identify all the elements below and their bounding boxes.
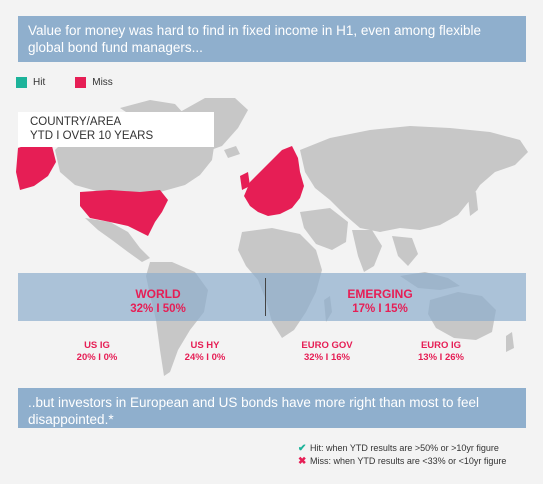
miss-swatch	[75, 77, 87, 88]
iceland	[224, 146, 240, 158]
stat-us-ig-name: US IG	[84, 340, 110, 351]
stat-euro-gov-name: EURO GOV	[301, 340, 353, 351]
stat-us-hy: US HY 24% I 0%	[160, 340, 250, 364]
legend-item-hit: Hit	[16, 77, 45, 88]
check-icon: ✔	[298, 443, 307, 454]
japan	[468, 192, 478, 216]
footnotes: ✔ Hit: when YTD results are >50% or >10y…	[298, 442, 506, 468]
us-region	[80, 190, 168, 236]
map-title-line1: COUNTRY/AREA	[30, 116, 122, 128]
footnote-hit-text: Hit: when YTD results are >50% or >10yr …	[310, 443, 499, 453]
se-asia	[392, 236, 418, 266]
new-zealand	[506, 332, 514, 352]
legend-hit-label: Hit	[33, 77, 46, 88]
header-text: Value for money was hard to find in fixe…	[28, 23, 481, 55]
stat-euro-ig-name: EURO IG	[420, 340, 462, 351]
stat-emerging: EMERGING 17% I 15%	[330, 287, 430, 316]
stat-us-hy-value: 24% I 0%	[184, 352, 226, 363]
stat-euro-ig: EURO IG 13% I 26%	[396, 340, 486, 364]
footer-banner: ..but investors in European and US bonds…	[18, 388, 526, 428]
hit-swatch	[16, 77, 27, 88]
map-title-line2: YTD I OVER 10 YEARS	[30, 130, 154, 142]
stat-euro-gov-value: 32% I 16%	[304, 352, 350, 363]
world-map	[16, 98, 528, 376]
stat-emerging-value: 17% I 15%	[352, 303, 408, 315]
legend-item-miss: Miss	[75, 77, 113, 88]
band-divider	[265, 278, 266, 316]
stat-us-hy-name: US HY	[190, 340, 220, 351]
stat-world-value: 32% I 50%	[130, 303, 186, 315]
land-masses	[55, 98, 528, 376]
stat-emerging-name: EMERGING	[347, 287, 413, 301]
header-banner: Value for money was hard to find in fixe…	[18, 16, 526, 62]
india	[352, 230, 382, 272]
stat-us-ig: US IG 20% I 0%	[52, 340, 142, 364]
footer-text: ..but investors in European and US bonds…	[28, 395, 480, 427]
uk-region	[240, 172, 250, 190]
stat-world-name: WORLD	[135, 287, 181, 301]
europe-region	[244, 146, 304, 216]
legend: Hit Miss	[16, 77, 143, 88]
alaska-region	[16, 142, 56, 190]
stat-euro-gov: EURO GOV 32% I 16%	[282, 340, 372, 364]
stat-euro-ig-value: 13% I 26%	[418, 352, 464, 363]
footnote-miss: ✖ Miss: when YTD results are <33% or <10…	[298, 455, 506, 468]
legend-miss-label: Miss	[92, 77, 113, 88]
footnote-hit: ✔ Hit: when YTD results are >50% or >10y…	[298, 442, 506, 455]
stat-us-ig-value: 20% I 0%	[76, 352, 118, 363]
stat-world: WORLD 32% I 50%	[108, 287, 208, 316]
stats-band	[18, 273, 526, 321]
footnote-miss-text: Miss: when YTD results are <33% or <10yr…	[310, 456, 507, 466]
cross-icon: ✖	[298, 456, 307, 467]
middle-east	[300, 208, 348, 250]
miss-regions	[16, 142, 304, 236]
russia-asia	[300, 126, 528, 232]
mexico	[85, 218, 150, 262]
map-title-box: COUNTRY/AREA YTD I OVER 10 YEARS	[18, 112, 214, 147]
